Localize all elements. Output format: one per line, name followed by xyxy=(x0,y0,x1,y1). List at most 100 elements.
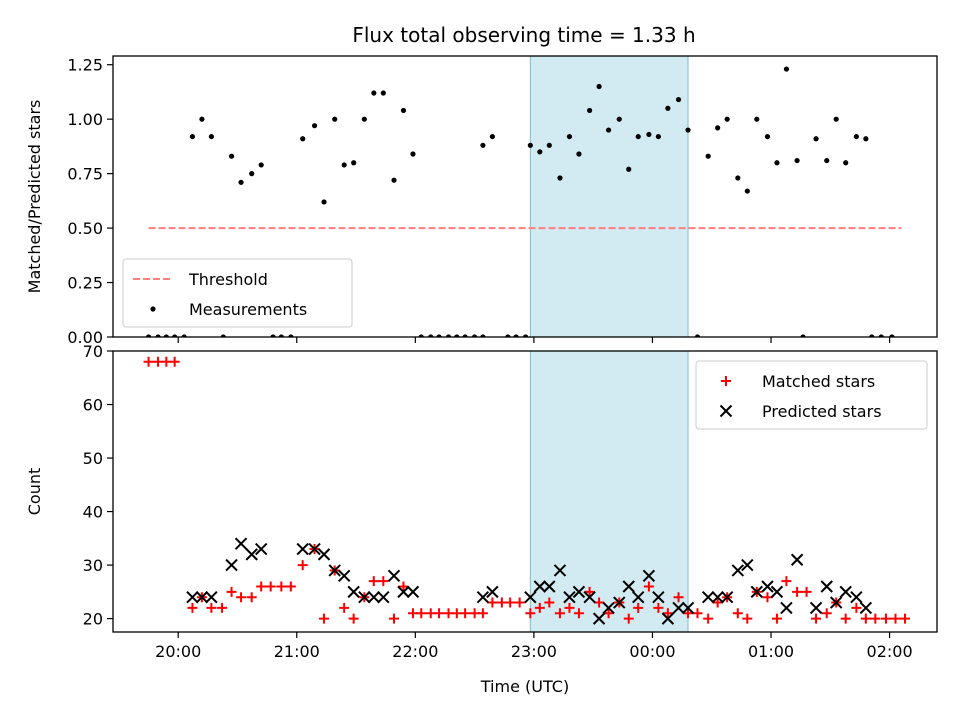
matched-star-point xyxy=(434,608,445,619)
matched-star-point xyxy=(653,602,664,613)
predicted-star-point xyxy=(750,585,763,599)
matched-star-point xyxy=(821,608,832,619)
matched-star-point xyxy=(187,602,198,613)
matched-star-point xyxy=(477,608,488,619)
y-tick-label: 60 xyxy=(83,396,103,415)
plot-area xyxy=(143,356,910,625)
predicted-star-point xyxy=(780,601,793,615)
y-tick-label: 50 xyxy=(83,449,103,468)
predicted-star-point xyxy=(563,591,576,604)
matched-star-point xyxy=(525,608,536,619)
matched-star-point xyxy=(236,592,247,603)
measurement-point xyxy=(813,136,819,142)
matched-star-point xyxy=(703,613,714,624)
matched-star-point xyxy=(564,602,575,613)
measurement-point xyxy=(371,90,377,96)
predicted-star-point xyxy=(367,591,381,604)
measurement-point xyxy=(391,177,397,183)
matched-star-point xyxy=(226,586,237,597)
measurement-point xyxy=(705,153,711,159)
y-tick-label: 20 xyxy=(83,610,103,629)
y-axis-label: Count xyxy=(25,468,44,516)
measurement-point xyxy=(351,160,357,166)
predicted-star-point xyxy=(397,585,410,599)
x-tick-label: 23:00 xyxy=(511,642,557,661)
observing-window-band xyxy=(529,55,689,338)
measurement-point xyxy=(715,125,721,131)
measurement-point xyxy=(744,188,750,194)
measurement-point xyxy=(774,160,780,166)
matched-star-point xyxy=(348,613,359,624)
predicted-star-point xyxy=(672,601,685,615)
measurement-point xyxy=(249,171,255,177)
matched-star-point xyxy=(881,613,892,624)
x-tick-label: 21:00 xyxy=(274,642,320,661)
measurement-point xyxy=(783,66,790,72)
predicted-star-point xyxy=(543,580,556,593)
legend-label: Predicted stars xyxy=(762,402,882,421)
observing-window-band xyxy=(529,350,689,633)
matched-star-point xyxy=(692,608,703,619)
matched-star-point xyxy=(732,608,743,619)
y-tick-label: 70 xyxy=(83,342,103,361)
legend-label: Measurements xyxy=(189,300,307,319)
measurement-point xyxy=(863,136,869,142)
measurement-point xyxy=(635,133,641,140)
measurement-point xyxy=(843,160,849,166)
predicted-star-point xyxy=(622,580,635,593)
predicted-star-point xyxy=(652,591,665,604)
matched-star-point xyxy=(554,608,565,619)
matched-star-point xyxy=(416,608,427,619)
predicted-star-point xyxy=(741,558,754,572)
matched-star-point xyxy=(899,613,910,624)
x-tick-label: 20:00 xyxy=(155,642,201,661)
y-axis-label: Matched/Predicted stars xyxy=(25,100,44,294)
matched-star-point xyxy=(505,597,516,608)
measurement-point xyxy=(228,153,235,159)
predicted-star-point xyxy=(186,591,199,604)
measurement-point xyxy=(258,162,264,168)
matched-star-point xyxy=(851,602,862,613)
matched-star-point xyxy=(792,586,803,597)
measurement-point xyxy=(311,123,318,129)
predicted-star-point xyxy=(850,591,863,604)
predicted-star-point xyxy=(205,591,218,604)
y-tick-label: 40 xyxy=(83,503,103,522)
chart-title: Flux total observing time = 1.33 h xyxy=(352,23,695,47)
y-tick-label: 0.00 xyxy=(67,328,103,347)
y-tick-label: 1.00 xyxy=(67,110,103,129)
predicted-star-point xyxy=(328,564,341,577)
matched-star-point xyxy=(623,613,634,624)
matched-star-point xyxy=(742,613,753,624)
measurement-point xyxy=(380,90,386,96)
measurement-point xyxy=(400,107,407,114)
measurement-point xyxy=(754,116,760,122)
predicted-star-point xyxy=(761,580,774,593)
predicted-star-point xyxy=(632,591,645,604)
measurement-point xyxy=(546,142,552,148)
measurement-point xyxy=(480,142,486,148)
legend-box xyxy=(122,258,353,328)
predicted-star-point xyxy=(486,585,499,599)
matched-star-point xyxy=(265,581,276,592)
y-tick-label: 0.50 xyxy=(67,219,103,238)
matched-star-point xyxy=(683,608,694,619)
matched-star-point xyxy=(584,586,595,597)
predicted-star-point xyxy=(790,553,804,566)
measurement-point xyxy=(410,151,416,157)
measurement-point xyxy=(824,157,830,164)
y-tick-label: 1.25 xyxy=(67,56,103,75)
measurement-point xyxy=(794,157,800,164)
matched-star-point xyxy=(643,581,654,592)
matched-star-point xyxy=(378,576,389,587)
predicted-star-point xyxy=(337,569,351,583)
matched-star-point xyxy=(673,592,684,603)
predicted-star-point xyxy=(681,601,695,615)
measurement-point xyxy=(361,116,367,122)
y-tick-label: 0.25 xyxy=(67,274,103,293)
predicted-star-point xyxy=(245,548,258,561)
predicted-star-point xyxy=(711,591,724,604)
measurement-point xyxy=(833,116,839,122)
